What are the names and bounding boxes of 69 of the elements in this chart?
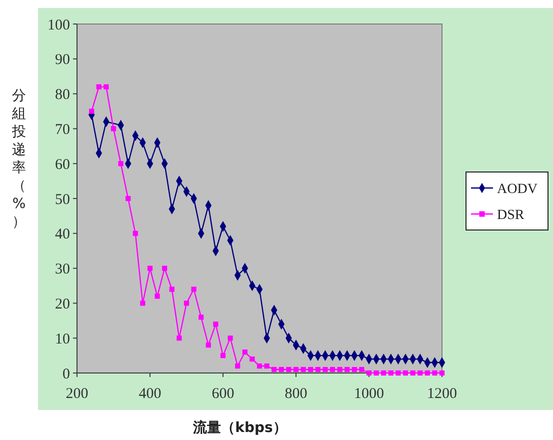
point: [330, 366, 336, 372]
point: [410, 370, 416, 376]
point: [206, 342, 211, 348]
point: [147, 266, 153, 271]
point: [272, 366, 277, 372]
y-tick-label: 50: [55, 192, 70, 208]
y-tick-label: 30: [55, 262, 70, 278]
point: [381, 370, 386, 376]
point: [140, 300, 146, 306]
y-tick-label: 0: [62, 366, 70, 382]
point: [256, 363, 262, 369]
point: [337, 366, 342, 372]
x-tick-label: 200: [66, 386, 88, 402]
y-tick-label: 20: [55, 296, 70, 312]
point: [315, 366, 320, 372]
point: [176, 336, 182, 341]
point: [278, 366, 284, 372]
y-tick-label: 70: [55, 122, 70, 138]
point: [293, 366, 299, 372]
x-tick-label: 800: [284, 386, 308, 402]
point: [402, 370, 408, 376]
y-axis-title: 分組投递率（%）: [11, 88, 26, 230]
point: [220, 353, 226, 358]
point: [300, 366, 306, 372]
point: [213, 322, 218, 327]
point: [132, 230, 138, 236]
point: [344, 366, 350, 372]
x-tick-label: 400: [138, 386, 162, 402]
point: [308, 366, 314, 372]
y-tick-label: 10: [55, 331, 70, 348]
point: [162, 266, 168, 271]
point: [89, 108, 94, 114]
point: [418, 370, 423, 376]
point: [352, 366, 357, 372]
x-axis-title: 流量（kbps）: [192, 419, 287, 436]
point: [154, 294, 160, 299]
y-tick-label: 90: [55, 52, 70, 68]
point: [366, 370, 372, 376]
y-tick-label: 60: [55, 156, 70, 173]
x-tick-label: 1200: [427, 386, 457, 402]
point: [250, 356, 255, 362]
point: [169, 286, 174, 292]
point: [191, 286, 196, 292]
y-tick-label: 80: [55, 87, 70, 104]
point: [242, 350, 248, 355]
point: [228, 336, 233, 341]
legend-label: AODV: [497, 182, 538, 197]
point: [359, 366, 364, 372]
point: [424, 370, 430, 376]
point: [235, 363, 240, 369]
point: [322, 366, 328, 372]
point: [374, 370, 379, 376]
point: [432, 370, 438, 376]
point: [184, 300, 190, 306]
point: [96, 84, 102, 90]
point: [286, 366, 292, 372]
point: [264, 363, 270, 369]
point: [110, 126, 116, 132]
y-tick-label: 40: [55, 226, 70, 243]
point: [118, 161, 124, 166]
point: [126, 196, 131, 202]
legend-label: DSR: [497, 208, 525, 223]
x-tick-label: 600: [212, 386, 234, 402]
point: [396, 370, 401, 376]
point: [104, 84, 109, 90]
y-tick-label: 100: [48, 17, 70, 34]
x-tick-label: 1000: [354, 386, 384, 402]
point: [198, 314, 204, 320]
point: [388, 370, 394, 376]
